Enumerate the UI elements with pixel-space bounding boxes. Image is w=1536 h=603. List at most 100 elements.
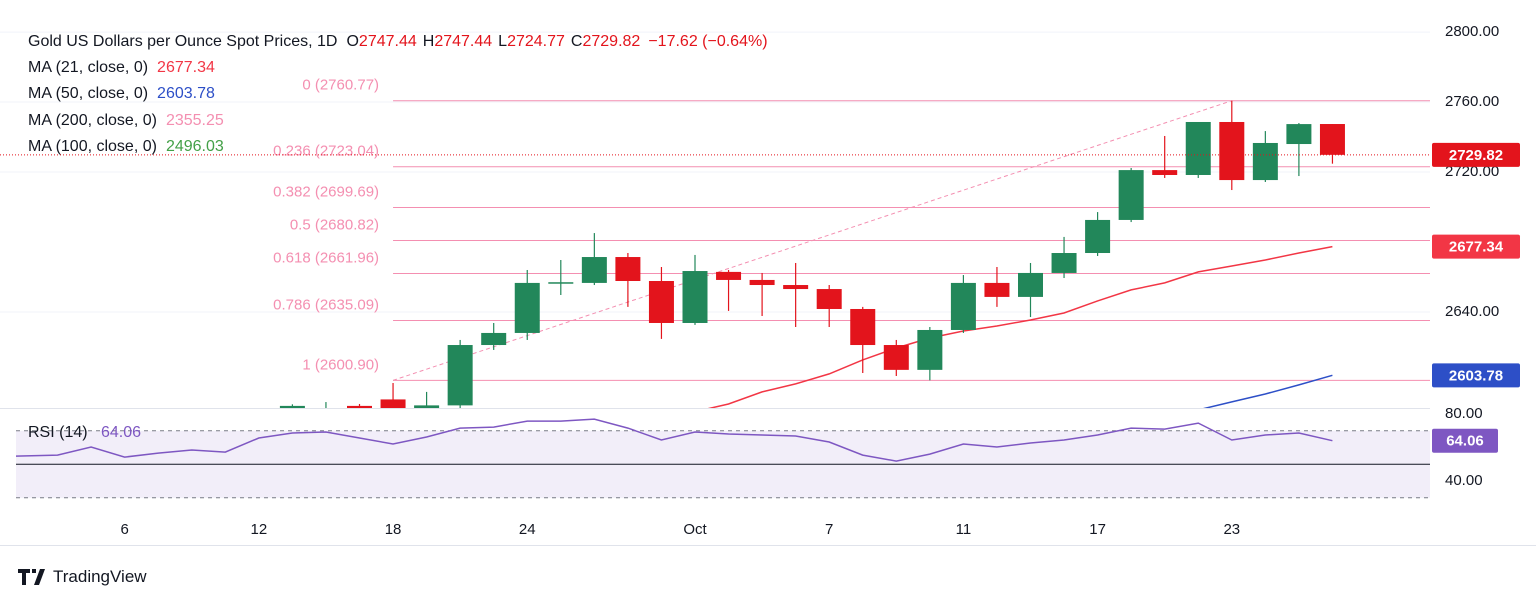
candle-body xyxy=(1152,170,1178,175)
candle-body xyxy=(749,279,775,286)
candle-body xyxy=(1051,253,1077,273)
ohlc-value: 2729.82 xyxy=(582,33,641,50)
rsi-tick-label: 80.00 xyxy=(1445,405,1483,422)
price-tag xyxy=(1432,363,1520,388)
x-tick-label: 17 xyxy=(1089,521,1106,538)
price-pane: 0 (2760.77) 0.236 (2723.04) 0.382 (2699.69… xyxy=(0,31,1430,408)
rsi-line xyxy=(15,418,1333,462)
candle-body xyxy=(279,405,305,408)
y-tick-label: 2640.00 xyxy=(1445,303,1499,320)
legend-row: Gold US Dollars per Ounce Spot Prices, 1… xyxy=(28,29,768,55)
candle-body xyxy=(380,399,406,408)
candle-body xyxy=(917,329,943,370)
candle-body xyxy=(648,280,674,323)
ma-line xyxy=(707,245,1333,408)
ohlc-value: 2724.77 xyxy=(507,33,565,50)
ma-value: 2496.03 xyxy=(165,137,224,155)
candle-body xyxy=(514,282,540,333)
axes: 2640.00 2720.00 2760.00 2800.00 6 12 18 24 Oct 7 1… xyxy=(28,23,1520,538)
ohlc-label: C xyxy=(570,33,583,50)
candle-body xyxy=(984,282,1010,297)
fib-trend xyxy=(392,100,1232,381)
x-tick-label: 12 xyxy=(251,521,268,538)
candle-body xyxy=(1252,142,1278,181)
candle-body xyxy=(1286,124,1312,145)
x-tick-label: 6 xyxy=(120,521,128,538)
rsi-tag-label: 64.06 xyxy=(1446,433,1484,450)
rsi-tag xyxy=(1432,428,1498,453)
price-tag-label: 2603.78 xyxy=(1449,367,1503,384)
ma-value: 2355.25 xyxy=(165,111,224,129)
symbol-title: Gold US Dollars per Ounce Spot Prices, 1… xyxy=(28,33,338,50)
ohlc-label: L xyxy=(498,33,508,50)
brand-name: TradingView xyxy=(53,567,147,586)
candle-body xyxy=(615,257,641,281)
change: −17.62 (−0.64%) xyxy=(648,33,768,50)
candle-body xyxy=(783,285,809,290)
candle-body xyxy=(850,308,876,346)
y-tick-label: 2760.00 xyxy=(1445,93,1499,110)
price-tag xyxy=(1432,234,1520,259)
x-tick-label: 11 xyxy=(956,521,972,538)
candle-body xyxy=(447,345,473,406)
ohlc-label: H xyxy=(422,33,435,50)
candle-body xyxy=(950,282,976,330)
candle-body xyxy=(1118,170,1144,220)
ma-name: MA (50, close, 0) xyxy=(28,85,149,103)
ma-name: MA (100, close, 0) xyxy=(28,137,157,155)
candle-body xyxy=(1319,124,1345,155)
ohlc-value: 2747.44 xyxy=(434,33,493,50)
fib-label: 0 (2760.77) xyxy=(302,77,379,94)
candle-body xyxy=(682,271,708,323)
legend-row: MA (200, close, 0) 2355.25 xyxy=(28,108,768,134)
brand: TradingView xyxy=(18,567,147,587)
ohlc-label: O xyxy=(346,33,359,50)
fib-label: 0.382 (2699.69) xyxy=(273,184,379,201)
fib-label: 1 (2600.90) xyxy=(302,356,379,373)
ohlc-item: L2724.77 xyxy=(498,33,565,50)
ohlc-item: O2747.44 xyxy=(346,33,416,50)
candle-body xyxy=(581,257,607,283)
candle-body xyxy=(414,405,440,408)
ohlc-item: H2747.44 xyxy=(423,33,492,50)
legend: Gold US Dollars per Ounce Spot Prices, 1… xyxy=(28,29,768,160)
ma-name: MA (21, close, 0) xyxy=(28,59,149,77)
brand-logo xyxy=(18,569,45,585)
candle-body xyxy=(481,332,507,346)
candle-body xyxy=(716,271,742,280)
ohlc-item: C2729.82 xyxy=(571,33,640,50)
candle-body xyxy=(1085,219,1111,254)
rsi-value: 64.06 xyxy=(101,424,141,441)
candle-body xyxy=(1018,272,1043,297)
x-tick-label: 24 xyxy=(519,521,536,538)
candle-body xyxy=(347,405,372,408)
fib-label: 0.236 (2723.04) xyxy=(273,143,379,160)
rsi-tick-label: 40.00 xyxy=(1445,472,1483,489)
ma-name: MA (200, close, 0) xyxy=(28,111,157,129)
fib-label: 0.5 (2680.82) xyxy=(290,217,379,234)
price-tag xyxy=(1432,142,1520,167)
ma-value: 2677.34 xyxy=(157,59,215,77)
ma-value: 2603.78 xyxy=(157,85,215,103)
y-tick-label: 2800.00 xyxy=(1445,23,1499,40)
price-tag-label: 2677.34 xyxy=(1449,239,1504,256)
ohlc-value: 2747.44 xyxy=(358,33,417,50)
x-tick-label: 7 xyxy=(825,521,833,538)
x-tick-label: 18 xyxy=(385,521,402,538)
candle-body xyxy=(1185,121,1211,175)
ma-line xyxy=(1203,374,1333,408)
legend-row: MA (100, close, 0) 2496.03 xyxy=(28,134,768,160)
legend-row: MA (21, close, 0) 2677.34 xyxy=(28,55,768,81)
legend-row: MA (50, close, 0) 2603.78 xyxy=(28,81,768,107)
candle-body xyxy=(883,345,909,370)
fib-label: 0.786 (2635.09) xyxy=(273,297,379,314)
rsi-pane xyxy=(15,418,1430,499)
rsi-name: RSI (14) xyxy=(28,424,88,441)
candle-body xyxy=(548,282,574,284)
x-tick-label: Oct xyxy=(683,521,707,538)
price-tag-label: 2729.82 xyxy=(1449,147,1503,164)
fib-label: 0.618 (2661.96) xyxy=(273,250,379,267)
candle-body xyxy=(1219,121,1245,181)
x-tick-label: 23 xyxy=(1223,521,1240,538)
